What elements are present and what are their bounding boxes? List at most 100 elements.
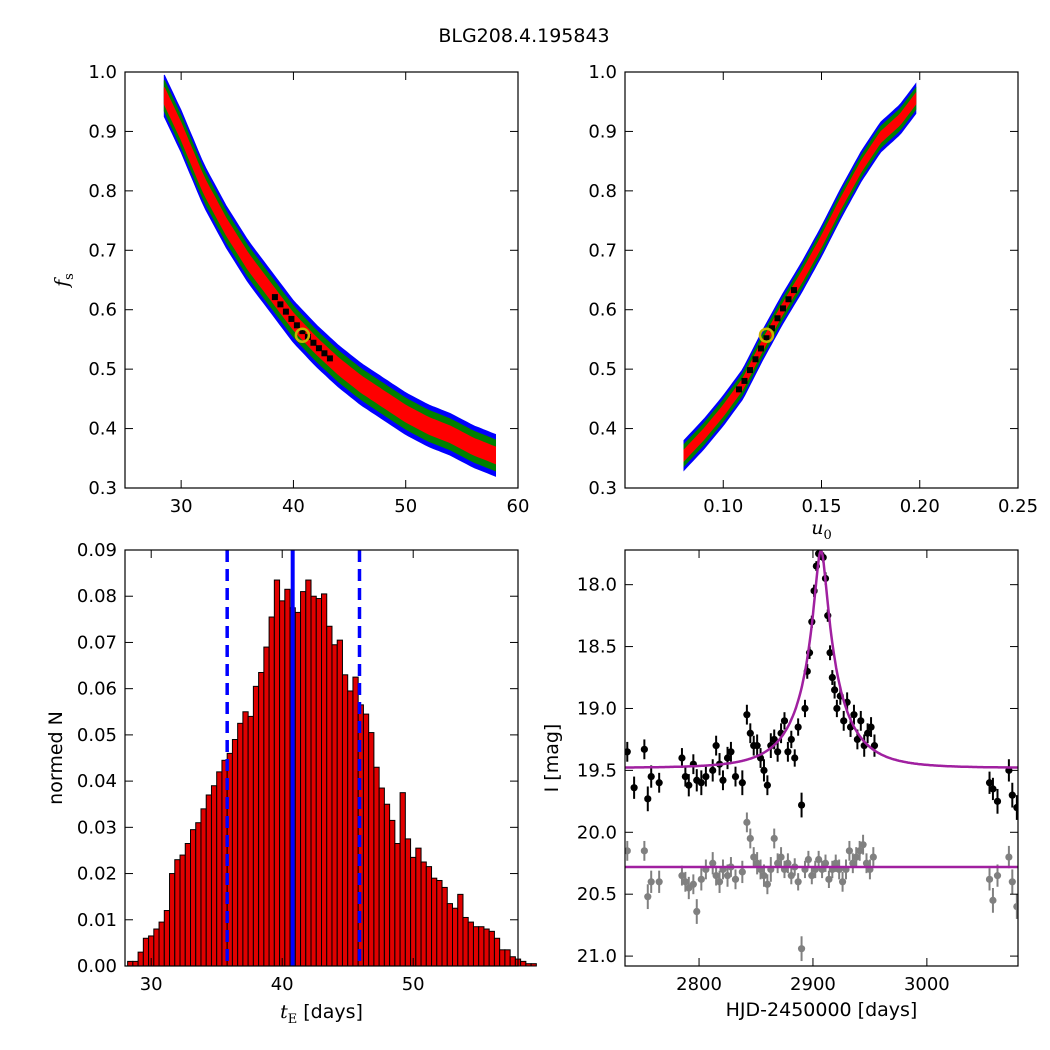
panel-light-curve: 2800 2900 3000 18.0 18.5 19.0 19.5 20.0 20.5 21.0…	[541, 549, 1019, 1021]
photometry-point	[867, 723, 875, 731]
y-tick-label: 0.4	[88, 419, 117, 440]
residual-point	[797, 945, 806, 953]
histogram-bar	[190, 829, 197, 967]
photometry-point	[801, 704, 809, 713]
model-curve	[625, 550, 1018, 769]
residual-point	[849, 859, 857, 867]
photometry-point	[685, 781, 693, 789]
y-tick-label: 0.06	[77, 679, 117, 700]
histogram-bar	[472, 926, 480, 967]
residual-point	[1013, 902, 1018, 911]
histogram-bar	[441, 886, 448, 967]
histogram-bar	[184, 843, 191, 967]
y-tick-label: 19.0	[577, 698, 617, 719]
residual-point	[625, 847, 631, 855]
histogram-bar	[399, 792, 406, 967]
photometry-point	[770, 735, 778, 744]
histogram-bar	[352, 676, 359, 967]
histogram-bar	[457, 893, 464, 967]
residual-point	[845, 847, 854, 855]
residual-point	[825, 875, 833, 883]
residual-point	[989, 896, 997, 904]
histogram-bar	[336, 639, 343, 967]
residual-point	[770, 834, 778, 843]
residual-point	[869, 853, 877, 861]
residual-point	[804, 855, 813, 864]
residual-point	[777, 853, 785, 861]
ridge-cell	[288, 315, 295, 322]
photometry-point	[1013, 803, 1018, 812]
photometry-point	[727, 748, 735, 756]
histogram-bar	[200, 808, 207, 967]
x-tick-label: 0.25	[998, 496, 1038, 517]
histogram-bar	[504, 949, 511, 967]
histogram-bar	[478, 926, 485, 967]
histogram-bar	[179, 854, 186, 967]
photometry-point	[655, 779, 663, 787]
y-tick-label: 0.7	[88, 240, 117, 261]
y-tick-label: 18.0	[577, 575, 617, 596]
histogram-bar	[195, 822, 202, 967]
histogram-bar	[462, 916, 469, 967]
photometry-point	[753, 742, 761, 750]
residual-point	[985, 875, 994, 883]
y-tick-label: 0.8	[88, 181, 117, 202]
photometry-point	[840, 717, 848, 725]
residual-point	[821, 859, 830, 867]
ridge-cell	[763, 335, 770, 342]
residual-point	[647, 878, 655, 886]
histogram-bar	[483, 928, 490, 967]
y-tick-label: 18.5	[577, 637, 617, 658]
residual-point	[723, 872, 732, 880]
residual-point	[1005, 853, 1013, 861]
histogram-bar	[383, 803, 391, 967]
histogram-bar	[263, 646, 270, 967]
panel-te-histogram: 30 40 50 0.00 0.01 0.02 0.03 0.04 0.05 0.06 0.07 0.…	[45, 540, 537, 1027]
residual-point	[753, 859, 761, 867]
histogram-bar	[142, 937, 150, 967]
histogram-bar	[525, 963, 532, 967]
histogram-bar	[158, 921, 165, 967]
histogram-bar	[378, 787, 385, 967]
y-tick-label: 20.0	[577, 822, 617, 843]
residual-point	[689, 880, 697, 888]
photometry-point	[719, 776, 727, 784]
photometry-point	[644, 795, 652, 803]
photometry-point	[774, 748, 782, 756]
residual-point	[693, 907, 701, 916]
x-axis-label: HJD-2450000 [days]	[726, 999, 918, 1021]
photometry-point	[738, 779, 746, 787]
plot-area	[625, 550, 1018, 962]
photometry-point	[850, 711, 858, 719]
x-tick-label: 50	[394, 496, 417, 517]
photometry-point	[1008, 791, 1016, 799]
y-tick-label: 0.6	[588, 300, 617, 321]
axes-frame	[124, 71, 519, 489]
photometry-point	[794, 723, 802, 731]
residual-point	[640, 847, 648, 855]
histogram-bar	[231, 739, 239, 967]
photometry-point	[985, 779, 994, 787]
residual-point	[808, 872, 816, 880]
histogram-bar	[368, 732, 375, 967]
y-tick-label: 1.0	[588, 62, 617, 83]
ridge-cell	[321, 350, 328, 357]
photometry-point	[697, 779, 705, 787]
residual-point	[859, 841, 867, 849]
photometry-point	[640, 745, 648, 753]
y-tick-label: 0.09	[77, 540, 117, 561]
histogram-bar	[341, 674, 349, 967]
heatmap-cells	[683, 82, 917, 472]
panel-fs-vs-u0: 0.10 0.15 0.20 0.25 0.3 0.4 0.5 0.6 0.7 0.8 0.9 1.0…	[588, 62, 1038, 543]
ridge-cell	[271, 294, 278, 301]
confidence-region-2sigma	[163, 80, 496, 472]
residual-point	[750, 853, 758, 861]
residual-point	[760, 872, 768, 880]
y-tick-label: 0.9	[588, 121, 617, 142]
photometry-point	[831, 686, 839, 694]
y-tick-label: 21.0	[577, 946, 617, 967]
confidence-region-1sigma	[163, 87, 496, 465]
residual-point	[1008, 878, 1016, 886]
ridge-cell	[757, 345, 764, 352]
residual-point	[746, 834, 754, 843]
